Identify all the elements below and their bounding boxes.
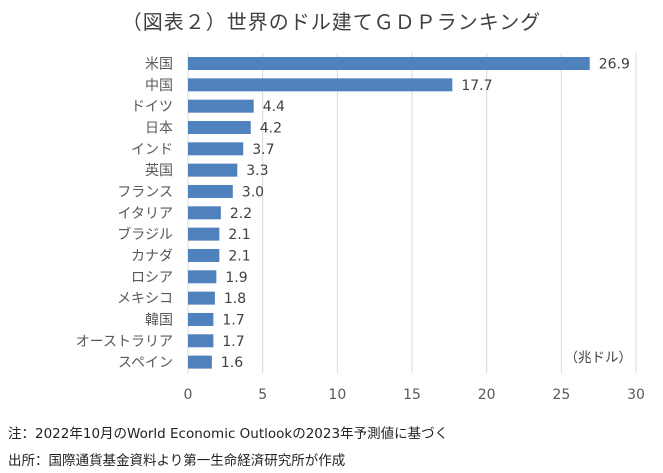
category-label: オーストラリア	[76, 334, 173, 350]
data-label: 1.7	[222, 334, 244, 350]
unit-label: （兆ドル）	[565, 350, 633, 366]
bar	[188, 270, 217, 284]
data-label: 3.3	[246, 163, 268, 179]
bar	[188, 355, 212, 369]
bar	[188, 334, 214, 348]
category-label: イタリア	[118, 206, 173, 222]
x-tick-label: 15	[403, 387, 421, 403]
data-label: 2.1	[228, 248, 250, 264]
category-label: 中国	[145, 78, 173, 94]
data-label: 4.2	[260, 120, 282, 136]
x-tick-label: 5	[258, 387, 267, 403]
bar	[188, 120, 251, 134]
category-label: スペイン	[118, 355, 173, 371]
bar	[188, 227, 220, 241]
category-label: 韓国	[145, 312, 173, 328]
x-tick-label: 25	[552, 387, 570, 403]
data-label: 3.0	[242, 184, 264, 200]
bar	[188, 78, 453, 92]
bar	[188, 291, 215, 305]
bar	[188, 248, 220, 262]
bar	[188, 99, 254, 113]
data-label: 1.7	[222, 312, 244, 328]
data-label: 17.7	[461, 78, 492, 94]
chart-source: 出所：国際通貨基金資料より第一生命経済研究所が作成	[8, 453, 346, 469]
data-label: 4.4	[263, 99, 285, 115]
x-tick-label: 30	[627, 387, 645, 403]
bar	[188, 57, 590, 70]
x-tick-label: 10	[328, 387, 346, 403]
data-label: 1.6	[221, 355, 243, 371]
category-label: ブラジル	[117, 226, 173, 243]
category-label: 米国	[145, 57, 173, 73]
data-label: 2.2	[230, 206, 252, 222]
category-label: フランス	[117, 184, 173, 200]
category-label: カナダ	[131, 248, 173, 264]
x-tick-label: 0	[184, 387, 193, 403]
data-label: 26.9	[599, 57, 630, 73]
data-label: 3.7	[252, 142, 274, 158]
bar	[188, 206, 221, 220]
category-label: ドイツ	[131, 99, 173, 115]
bar	[188, 312, 214, 326]
data-label: 1.9	[225, 270, 247, 286]
chart-note: 注：2022年10月のWorld Economic Outlookの2023年予…	[8, 426, 449, 442]
category-label: 日本	[145, 120, 173, 136]
x-tick-label: 20	[478, 387, 496, 403]
data-label: 1.8	[224, 291, 246, 307]
category-label: メキシコ	[117, 291, 173, 307]
bar	[188, 163, 238, 177]
data-label: 2.1	[228, 227, 250, 243]
category-label: 英国	[145, 162, 173, 179]
bar	[188, 142, 244, 156]
chart-title: （図表２）世界のドル建てＧＤＰランキング	[121, 10, 542, 34]
bar	[188, 184, 233, 198]
category-label: インド	[131, 142, 173, 158]
category-label: ロシア	[131, 270, 173, 286]
